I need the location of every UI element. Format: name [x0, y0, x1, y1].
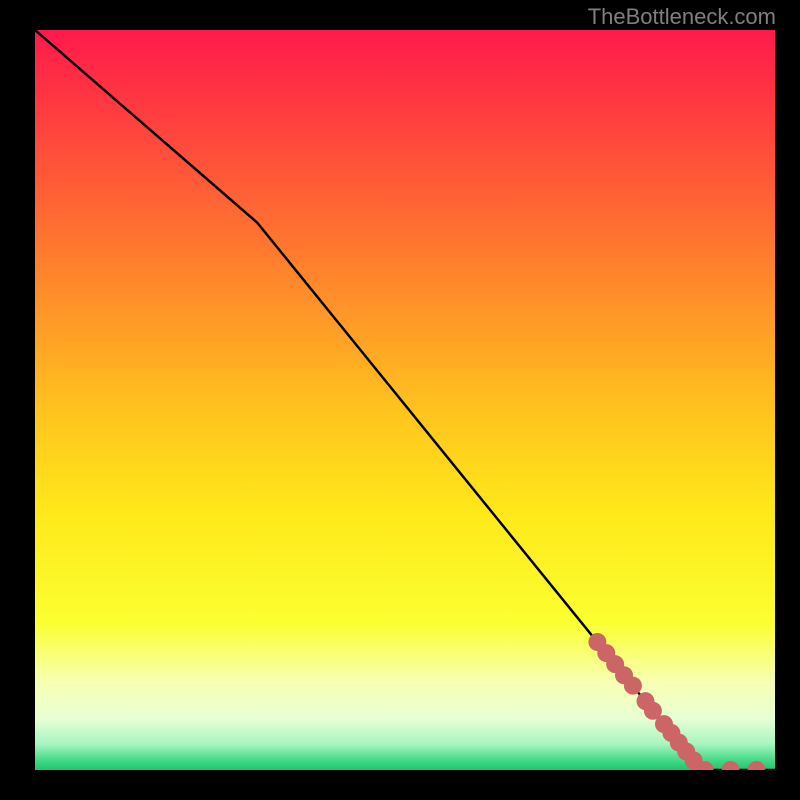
- plot-area: [35, 30, 775, 770]
- watermark-text: TheBottleneck.com: [588, 4, 776, 30]
- gradient-background: [35, 30, 775, 770]
- canvas: TheBottleneck.com: [0, 0, 800, 800]
- data-marker: [624, 677, 642, 695]
- plot-svg: [35, 30, 775, 770]
